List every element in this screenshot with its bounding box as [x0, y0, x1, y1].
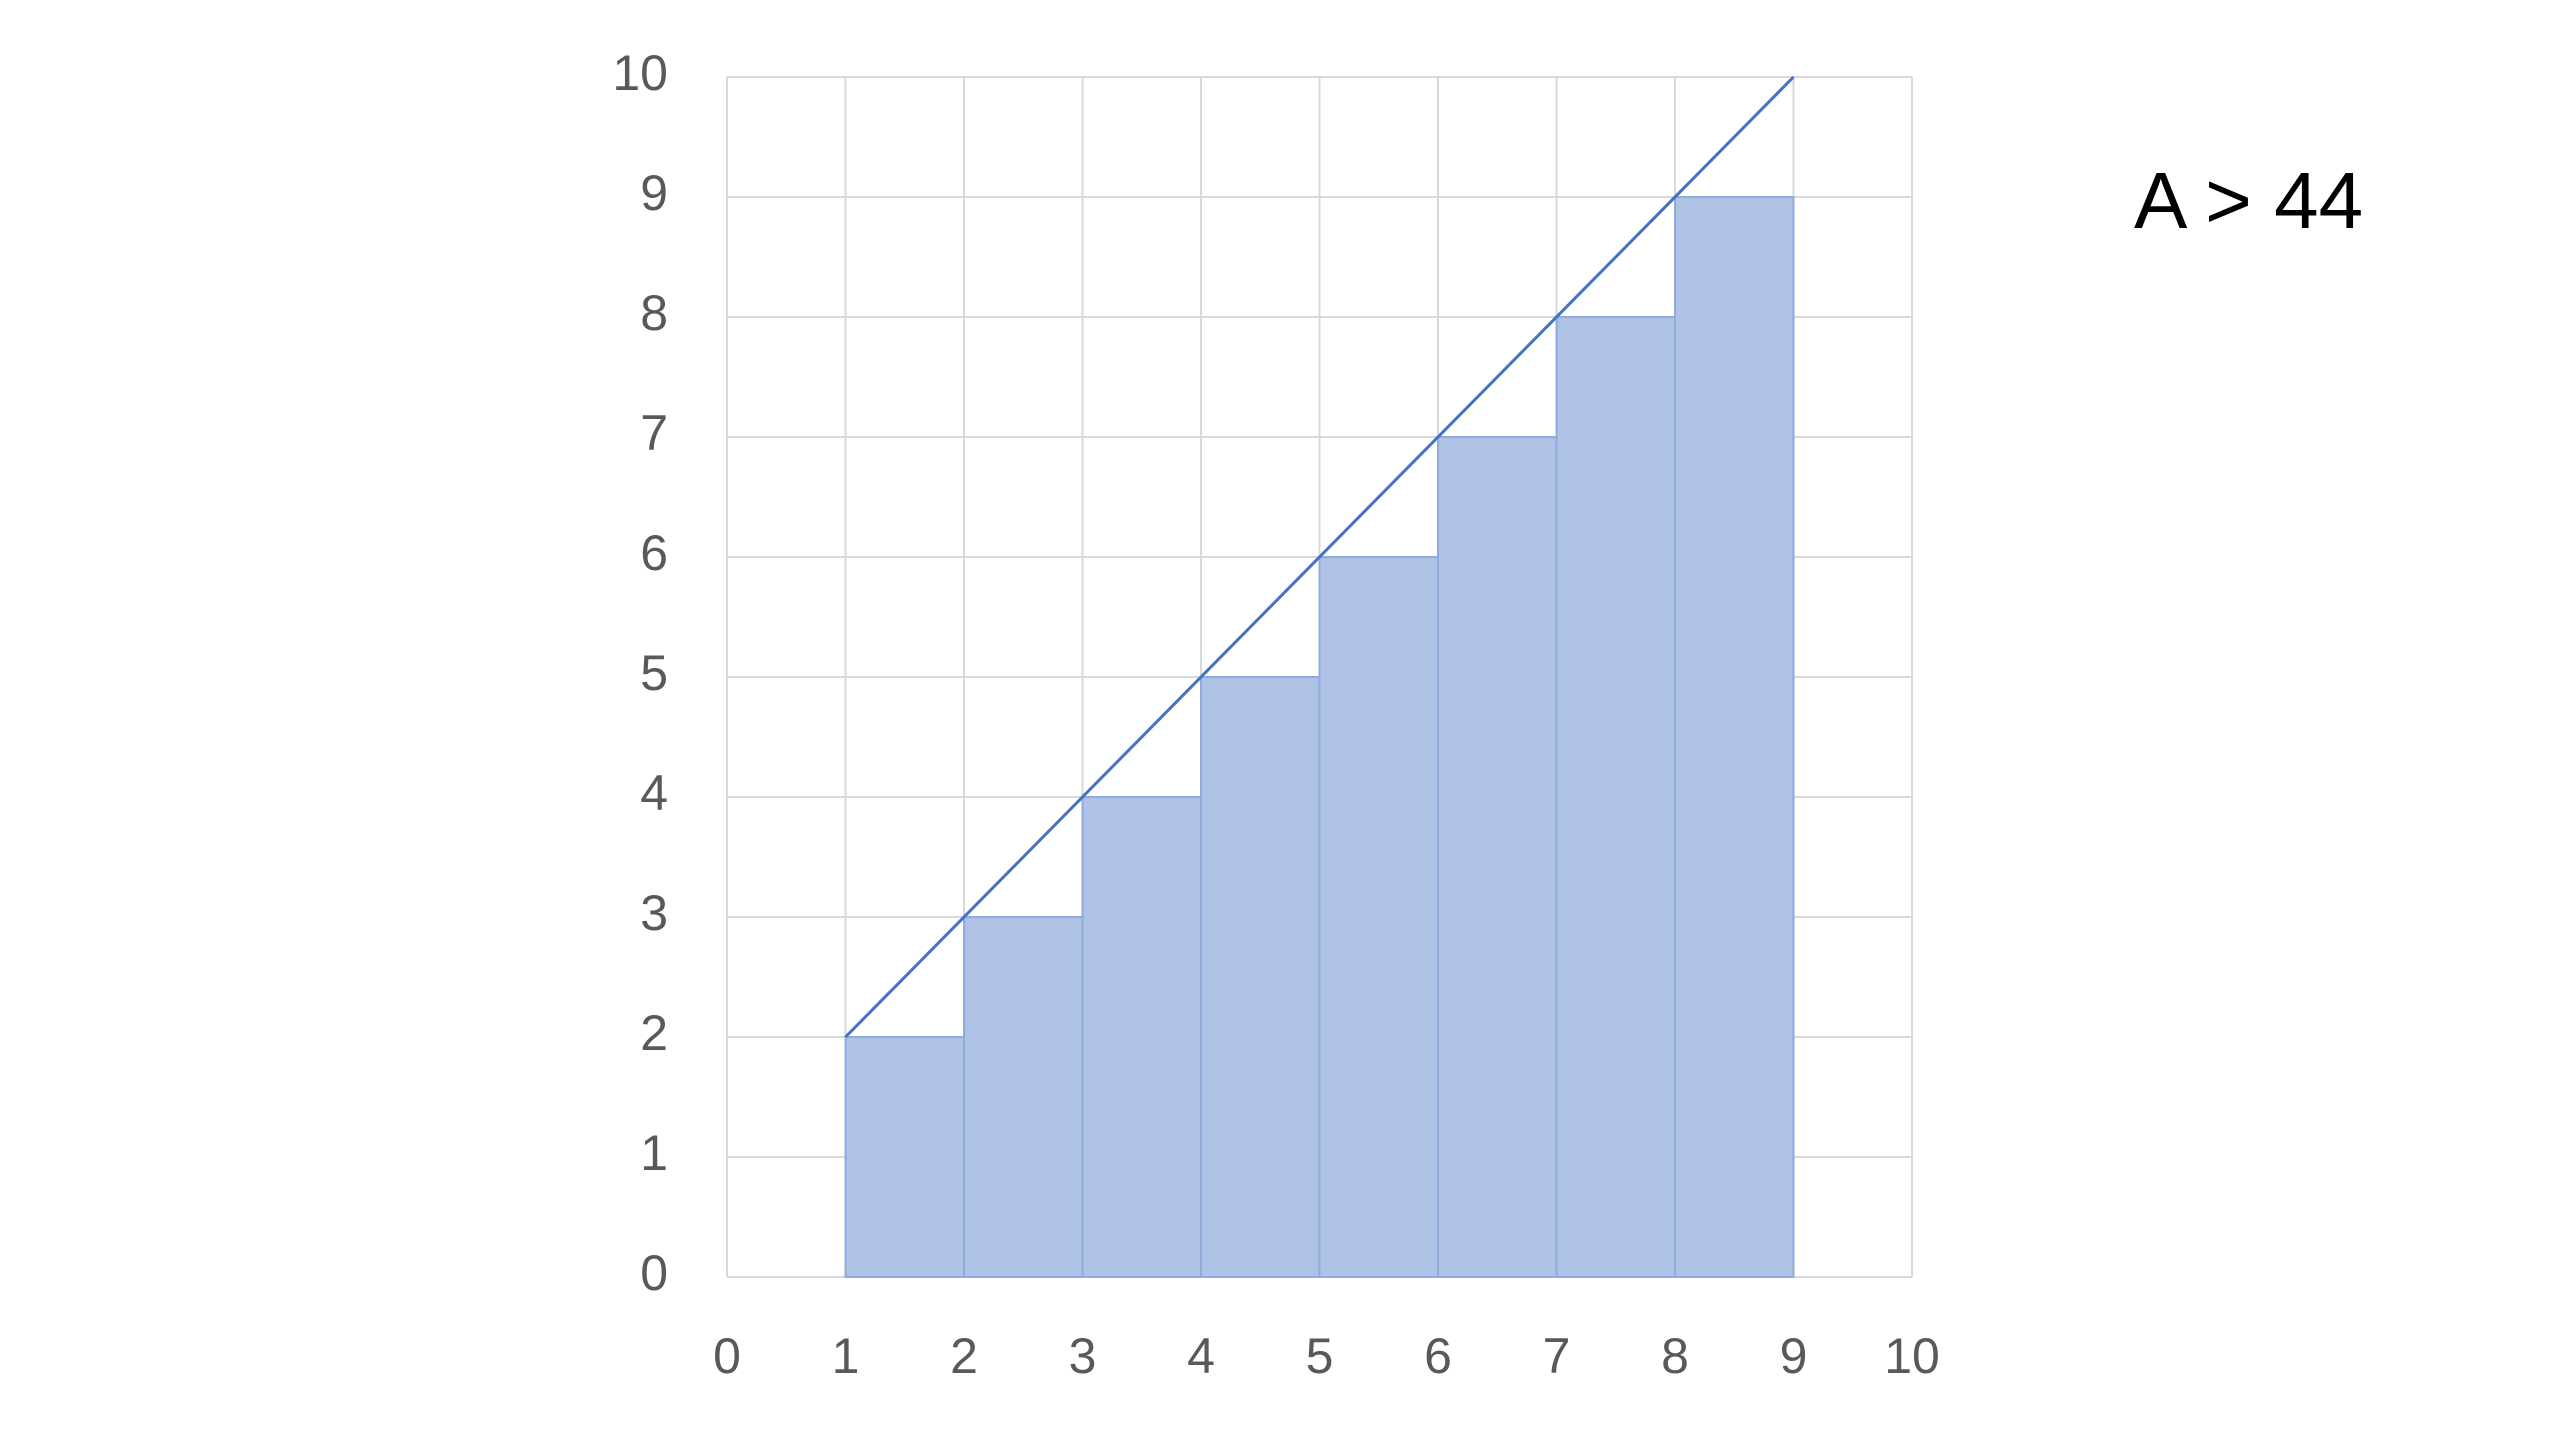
y-tick-label: 3	[640, 885, 668, 941]
x-tick-label: 8	[1661, 1328, 1689, 1384]
bar	[1081, 796, 1202, 1278]
x-tick-label: 3	[1069, 1328, 1097, 1384]
y-tick-label: 0	[640, 1245, 668, 1301]
x-tick-label: 1	[832, 1328, 860, 1384]
y-tick-label: 1	[640, 1125, 668, 1181]
x-tick-label: 9	[1780, 1328, 1808, 1384]
x-tick-label: 7	[1543, 1328, 1571, 1384]
y-tick-label: 2	[640, 1005, 668, 1061]
x-tick-label: 6	[1424, 1328, 1452, 1384]
bar	[963, 916, 1084, 1278]
line	[844, 75, 1795, 1039]
x-tick-label: 5	[1306, 1328, 1334, 1384]
bar	[1318, 556, 1439, 1278]
y-tick-label: 10	[612, 45, 668, 101]
bar	[1674, 196, 1795, 1278]
x-tick-label: 10	[1884, 1328, 1940, 1384]
bar	[844, 1036, 965, 1278]
y-tick-label: 4	[640, 765, 668, 821]
y-tick-label: 6	[640, 525, 668, 581]
y-tick-label: 9	[640, 165, 668, 221]
bar	[1200, 676, 1321, 1278]
bar	[1555, 316, 1676, 1278]
y-tick-label: 5	[640, 645, 668, 701]
bar	[1437, 436, 1558, 1278]
x-tick-label: 0	[713, 1328, 741, 1384]
y-tick-label: 8	[640, 285, 668, 341]
y-tick-label: 7	[640, 405, 668, 461]
annotation: A > 44	[2134, 156, 2363, 245]
x-tick-label: 2	[950, 1328, 978, 1384]
x-tick-label: 4	[1187, 1328, 1215, 1384]
